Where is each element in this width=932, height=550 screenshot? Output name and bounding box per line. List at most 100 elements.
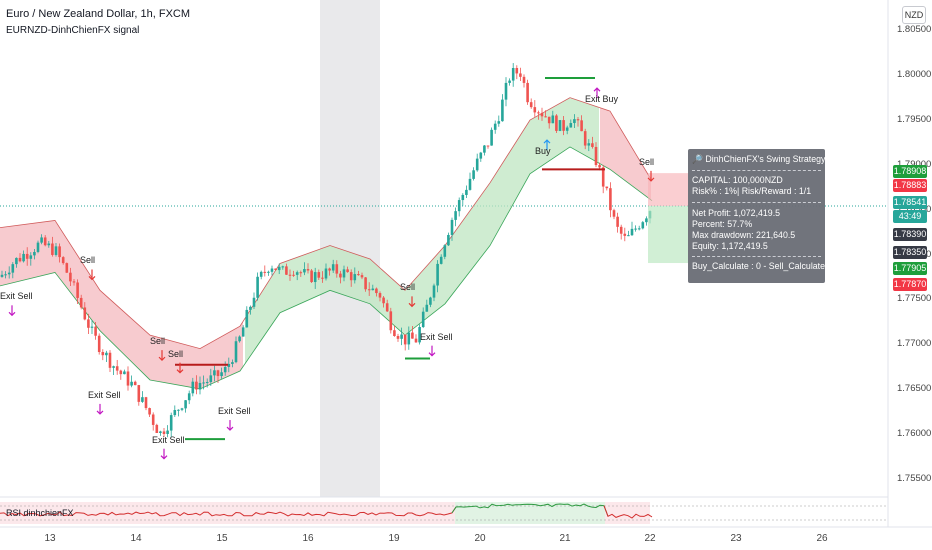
- candle-body: [389, 311, 393, 331]
- candle-body: [328, 268, 331, 271]
- candle-body: [69, 272, 72, 282]
- panel-capital: CAPITAL: 100,000NZD: [692, 175, 783, 185]
- candle-body: [277, 266, 281, 271]
- candle-body: [504, 82, 508, 100]
- candle-body: [511, 67, 515, 81]
- candle-body: [241, 327, 245, 337]
- price-tag: 1.78350: [893, 246, 927, 259]
- signal-label: Sell: [639, 156, 655, 167]
- candle-body: [101, 352, 105, 356]
- candle-body: [634, 228, 637, 230]
- candle-body: [565, 127, 569, 131]
- date-tick: 26: [816, 533, 828, 544]
- candle-body: [367, 289, 371, 291]
- candle-body: [465, 189, 468, 195]
- candle-body: [97, 335, 101, 353]
- candle-body: [425, 304, 429, 312]
- signal-arrow-head: [8, 311, 16, 317]
- candle-body: [407, 332, 411, 345]
- panel-calculate: Buy_Calculate : 0 - Sell_Calculate : 1: [692, 261, 838, 271]
- candle-body: [339, 273, 342, 278]
- candle-body: [79, 297, 83, 308]
- candle-body: [245, 309, 249, 328]
- candle-body: [522, 76, 526, 83]
- candle-body: [216, 370, 220, 377]
- price-tick: 1.76500: [897, 382, 932, 394]
- signal-arrow-head: [96, 410, 104, 415]
- candle-body: [148, 408, 151, 415]
- rsi-line: [451, 503, 609, 517]
- candle-body: [299, 272, 303, 274]
- candle-body: [227, 363, 231, 368]
- candle-body: [267, 271, 270, 273]
- signal-label: Sell: [150, 336, 166, 347]
- candle-body: [432, 285, 436, 298]
- panel-equity: Equity: 1,172,419.5: [692, 241, 768, 251]
- candle-body: [627, 235, 630, 237]
- signal-label: Exit Buy: [585, 94, 619, 105]
- candle-body: [72, 281, 76, 283]
- candle-body: [353, 274, 357, 281]
- panel-risk: Risk% : 1%| Risk/Reward : 1/1: [692, 186, 812, 196]
- signal-label: Buy: [535, 146, 551, 157]
- panel-percent: Percent: 57.7%: [692, 219, 753, 229]
- candle-body: [22, 253, 25, 262]
- candle-body: [177, 409, 180, 411]
- candle-body: [259, 271, 263, 277]
- rsi-bull-zone: [455, 502, 605, 524]
- candle-body: [501, 99, 504, 122]
- signal-arrow-head: [226, 426, 234, 431]
- signal-label: Exit Sell: [218, 406, 251, 417]
- strategy-info-panel: 🔎 DinhChienFX's Swing Strategy CAPITAL: …: [688, 149, 837, 283]
- candle-body: [270, 268, 274, 272]
- candle-body: [346, 269, 349, 273]
- candle-body: [547, 116, 551, 124]
- currency-button[interactable]: NZD: [902, 6, 926, 24]
- candle-body: [324, 268, 328, 279]
- candle-body: [43, 237, 47, 246]
- candle-body: [231, 362, 234, 364]
- candle-body: [51, 243, 54, 255]
- candle-body: [115, 366, 119, 371]
- panel-max-drawdown: Max drawdown: 221,640.5: [692, 230, 796, 240]
- candle-body: [411, 332, 414, 339]
- candle-body: [641, 222, 645, 229]
- date-tick: 15: [216, 533, 228, 544]
- price-tick: 1.78500: [897, 204, 931, 215]
- candle-body: [292, 274, 295, 276]
- candle-body: [274, 268, 277, 271]
- rsi-line: [603, 505, 653, 519]
- candle-body: [65, 263, 69, 273]
- candle-body: [400, 334, 403, 339]
- candle-body: [357, 274, 360, 276]
- candle-body: [166, 430, 169, 434]
- price-tag: 1.77905: [893, 262, 927, 275]
- candle-body: [537, 112, 540, 114]
- panel-divider: [692, 256, 821, 257]
- candle-body: [249, 306, 252, 310]
- candle-body: [123, 371, 126, 375]
- candle-body: [94, 326, 97, 336]
- candle-body: [587, 143, 591, 146]
- stop-zone: [648, 173, 688, 207]
- candle-body: [403, 334, 407, 345]
- candle-body: [15, 257, 18, 265]
- candle-body: [281, 266, 285, 268]
- band-fill: [245, 120, 530, 364]
- candle-body: [58, 246, 61, 258]
- signal-arrow-head: [593, 87, 601, 92]
- candle-body: [198, 382, 202, 390]
- date-tick: 13: [44, 533, 56, 544]
- date-tick: 20: [474, 533, 486, 544]
- candle-body: [29, 255, 33, 259]
- candle-body: [310, 270, 313, 283]
- candle-body: [33, 251, 36, 256]
- candle-body: [263, 271, 267, 273]
- candle-body: [576, 119, 580, 121]
- candle-body: [105, 352, 108, 356]
- signal-arrow-head: [647, 177, 655, 182]
- candle-body: [331, 264, 335, 271]
- candle-body: [130, 381, 133, 386]
- candle-body: [173, 410, 177, 416]
